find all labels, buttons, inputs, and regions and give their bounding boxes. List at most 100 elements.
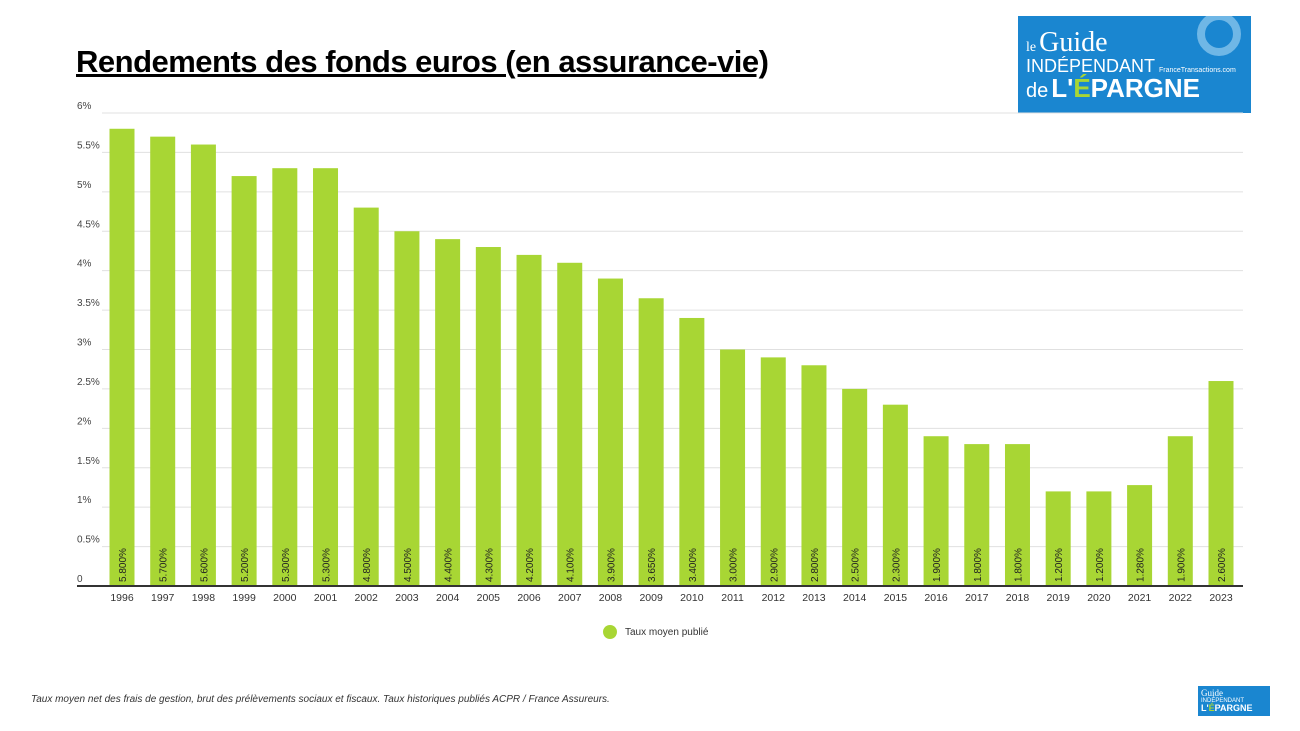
x-tick-label: 1997 xyxy=(151,592,175,604)
x-tick-label: 2019 xyxy=(1047,592,1071,604)
data-label-1999: 5.200% xyxy=(240,548,251,582)
legend: Taux moyen publié xyxy=(603,625,708,639)
x-tick-label: 2001 xyxy=(314,592,338,604)
bar-2015 xyxy=(882,404,908,586)
logo-small-row-3: L'ÉPARGNE xyxy=(1201,704,1267,713)
logo-text-de: de xyxy=(1026,79,1049,102)
data-label-2018: 1.800% xyxy=(1013,548,1024,582)
logo-text-guide: Guide xyxy=(1039,26,1108,58)
bar-2005 xyxy=(475,247,501,586)
x-tick-label: 2017 xyxy=(965,592,989,604)
data-label-2012: 2.900% xyxy=(769,548,780,582)
x-tick-label: 2008 xyxy=(599,592,623,604)
x-tick-label: 1996 xyxy=(110,592,134,604)
logo-row-3: de L'ÉPARGNE xyxy=(1026,75,1243,101)
logo-accent-letter: É xyxy=(1073,72,1091,103)
guide-epargne-logo-small: Guide INDÉPENDANT L'ÉPARGNE xyxy=(1198,686,1270,716)
y-tick-label: 2.5% xyxy=(77,377,100,388)
y-tick-label: 2% xyxy=(77,416,92,427)
logo-small-row-1: Guide xyxy=(1201,689,1267,698)
data-label-2023: 2.600% xyxy=(1217,548,1228,582)
y-tick-label: 4.5% xyxy=(77,219,100,230)
x-tick-label: 2014 xyxy=(843,592,867,604)
data-label-2004: 4.400% xyxy=(444,548,455,582)
data-label-2022: 1.900% xyxy=(1176,548,1187,582)
x-tick-label: 2007 xyxy=(558,592,582,604)
logo-row-1: le Guide xyxy=(1026,26,1243,58)
bar-2018 xyxy=(1004,444,1030,586)
data-label-2000: 5.300% xyxy=(281,548,292,582)
bar-2014 xyxy=(842,388,868,586)
logo-site: FranceTransactions.com xyxy=(1159,66,1236,74)
bar-2000 xyxy=(272,168,298,586)
x-tick-label: 2022 xyxy=(1169,592,1193,604)
bar-1996 xyxy=(109,128,135,586)
logo-ring-decoration xyxy=(1197,16,1241,56)
bar-1997 xyxy=(150,136,176,586)
bar-1999 xyxy=(231,176,257,587)
bar-2012 xyxy=(760,357,786,586)
x-tick-label: 2005 xyxy=(477,592,501,604)
y-tick-label: 0 xyxy=(77,574,83,585)
x-tick-label: 1998 xyxy=(192,592,216,604)
chart-title: Rendements des fonds euros (en assurance… xyxy=(76,44,769,79)
bar-2022 xyxy=(1167,436,1193,586)
x-tick-label: 2021 xyxy=(1128,592,1152,604)
bar-2004 xyxy=(435,239,461,586)
y-tick-label: 3% xyxy=(77,338,92,349)
data-label-1998: 5.600% xyxy=(199,548,210,582)
x-tick-label: 2016 xyxy=(924,592,948,604)
bar-2011 xyxy=(720,349,746,586)
y-tick-label: 0.5% xyxy=(77,535,100,546)
x-tick-label: 2013 xyxy=(802,592,826,604)
data-label-2019: 1.200% xyxy=(1054,548,1065,582)
data-label-2009: 3.650% xyxy=(647,548,658,582)
data-label-2021: 1.280% xyxy=(1136,548,1147,582)
data-label-2020: 1.200% xyxy=(1095,548,1106,582)
data-label-2002: 4.800% xyxy=(362,548,373,582)
x-tick-label: 2018 xyxy=(1006,592,1030,604)
bar-2008 xyxy=(597,278,623,586)
logo-small-row-2: INDÉPENDANT xyxy=(1201,698,1267,704)
y-tick-label: 1.5% xyxy=(77,456,100,467)
bar-2010 xyxy=(679,317,705,586)
bar-2009 xyxy=(638,298,664,586)
data-label-1996: 5.800% xyxy=(118,548,129,582)
x-tick-label: 2010 xyxy=(680,592,704,604)
x-tick-label: 1999 xyxy=(232,592,256,604)
x-tick-label: 2023 xyxy=(1209,592,1233,604)
data-label-1997: 5.700% xyxy=(159,548,170,582)
x-tick-label: 2004 xyxy=(436,592,460,604)
guide-epargne-logo: le Guide INDÉPENDANT FranceTransactions.… xyxy=(1018,16,1251,113)
x-tick-label: 2000 xyxy=(273,592,297,604)
data-label-2015: 2.300% xyxy=(891,548,902,582)
y-tick-label: 4% xyxy=(77,259,92,270)
bar-2002 xyxy=(353,207,379,586)
x-tick-label: 2012 xyxy=(762,592,786,604)
logo-text-independant: INDÉPENDANT xyxy=(1026,55,1156,76)
x-tick-label: 2015 xyxy=(884,592,908,604)
bar-2019 xyxy=(1045,491,1071,586)
bar-2001 xyxy=(313,168,339,586)
data-label-2005: 4.300% xyxy=(484,548,495,582)
bar-2016 xyxy=(923,436,949,586)
bar-2006 xyxy=(516,254,542,586)
bar-2020 xyxy=(1086,491,1112,586)
legend-label: Taux moyen publié xyxy=(625,626,709,638)
data-label-2001: 5.300% xyxy=(322,548,333,582)
data-label-2007: 4.100% xyxy=(566,548,577,582)
legend-swatch xyxy=(603,625,617,639)
data-label-2013: 2.800% xyxy=(810,548,821,582)
x-tick-label: 2009 xyxy=(639,592,663,604)
logo-small-text-guide: Guide xyxy=(1201,688,1223,698)
logo-small-text-independant: INDÉPENDANT xyxy=(1201,698,1245,704)
y-tick-label: 1% xyxy=(77,495,92,506)
x-tick-label: 2006 xyxy=(517,592,541,604)
x-tick-label: 2020 xyxy=(1087,592,1111,604)
data-label-2016: 1.900% xyxy=(932,548,943,582)
data-label-2014: 2.500% xyxy=(851,548,862,582)
data-label-2011: 3.000% xyxy=(729,548,740,582)
logo-text-le: le xyxy=(1026,39,1037,55)
logo-accent-letter: É xyxy=(1208,703,1215,713)
